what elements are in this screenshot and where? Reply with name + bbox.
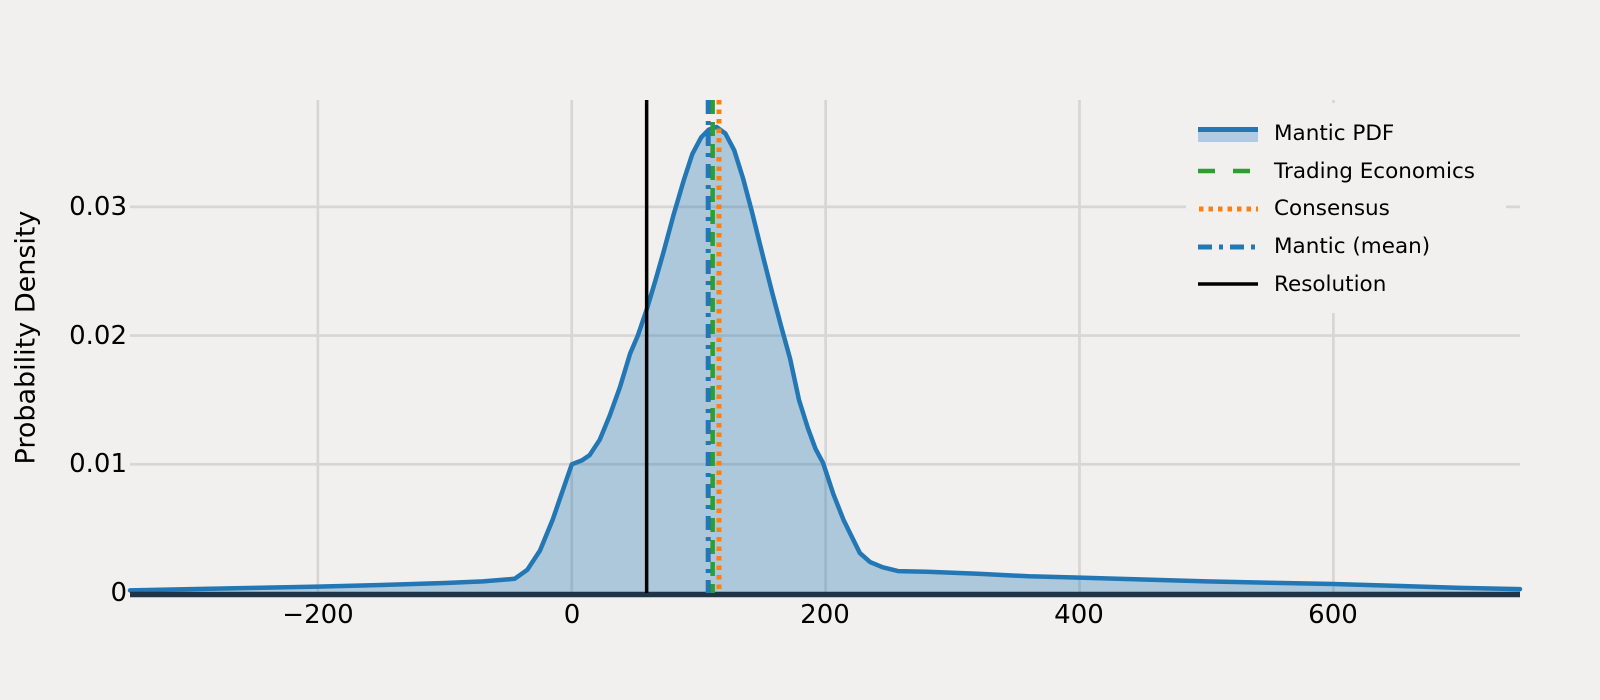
legend-label: Mantic PDF	[1274, 121, 1395, 147]
marker-vlines	[644, 100, 722, 593]
legend-item-mantic-mean: Mantic (mean)	[1198, 228, 1506, 266]
mantic-pdf-curve	[127, 124, 1523, 593]
legend-label: Trading Economics	[1274, 158, 1475, 184]
y-tick-002: 0.02	[69, 321, 127, 351]
x-tick-neg200: −200	[282, 600, 354, 630]
legend-item-resolution: Resolution	[1198, 265, 1506, 303]
legend-label: Consensus	[1274, 196, 1390, 222]
resolution-swatch	[1198, 275, 1258, 293]
mantic-mean-swatch	[1198, 238, 1258, 256]
legend-label: Mantic (mean)	[1274, 234, 1431, 260]
x-tick-400: 400	[1054, 600, 1104, 630]
mantic-pdf-swatch	[1198, 125, 1258, 143]
legend-item-consensus: Consensus	[1198, 190, 1506, 228]
legend: Mantic PDF Trading Economics Consensus	[1186, 103, 1506, 313]
legend-item-mantic-pdf: Mantic PDF	[1198, 115, 1506, 153]
y-tick-0: 0	[110, 578, 127, 608]
legend-label: Resolution	[1274, 271, 1387, 297]
x-tick-200: 200	[800, 600, 850, 630]
y-tick-001: 0.01	[69, 449, 127, 479]
trading-economics-swatch	[1198, 162, 1258, 180]
legend-item-trading-economics: Trading Economics	[1198, 153, 1506, 191]
consensus-swatch	[1198, 200, 1258, 218]
x-tick-0: 0	[563, 600, 581, 630]
x-tick-600: 600	[1308, 600, 1358, 630]
y-tick-003: 0.03	[69, 192, 127, 222]
